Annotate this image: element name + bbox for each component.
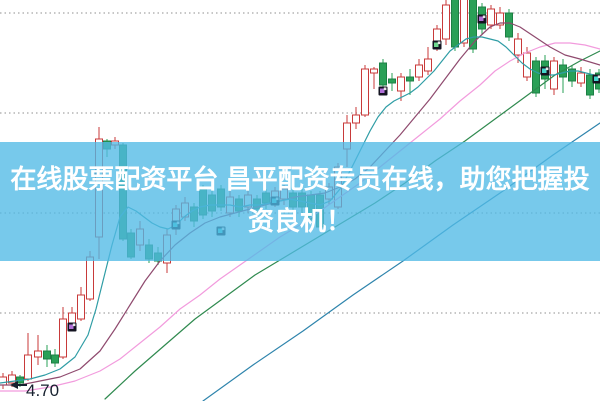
candle-down (532, 60, 540, 94)
candle-down (505, 12, 513, 38)
candle-up (415, 64, 423, 78)
candle-up (86, 256, 94, 300)
banner-text-line1: 在线股票配资平台 昌平配资专员在线，助您把握投 (10, 163, 590, 194)
candle-up (442, 4, 450, 40)
signal-marker-accent (542, 68, 547, 73)
signal-marker-dot (383, 87, 387, 91)
signal-marker-dot (597, 75, 600, 79)
candle-down (406, 76, 414, 82)
candle-up (460, 0, 468, 44)
candle-up (514, 38, 522, 56)
candle-up (352, 114, 360, 124)
candle-down (388, 78, 396, 84)
signal-marker-dot (437, 41, 441, 45)
candle-down (451, 0, 459, 48)
candle-up (496, 12, 504, 26)
signal-marker-accent (380, 88, 385, 93)
candle-down (469, 0, 477, 50)
price-arrow-icon (10, 381, 18, 389)
banner-text-line2: 资良机！ (247, 205, 352, 236)
candle-up (8, 374, 16, 384)
signal-marker-dot (545, 67, 549, 71)
candle-down (586, 74, 594, 96)
signal-marker-accent (434, 42, 439, 47)
candle-up (34, 350, 42, 358)
candle-down (379, 62, 387, 86)
candle-up (523, 52, 531, 78)
candle-up (361, 68, 369, 116)
signal-marker-dot (482, 15, 486, 19)
candle-up (487, 8, 495, 26)
candle-up (77, 294, 85, 320)
candle-up (24, 354, 32, 380)
candle-up (0, 376, 7, 386)
candle-up (59, 318, 67, 358)
promo-banner: 在线股票配资平台 昌平配资专员在线，助您把握投 资良机！ (0, 142, 600, 261)
candle-up (68, 312, 76, 324)
signal-marker-accent (479, 16, 484, 21)
price-label: 4.70 (26, 381, 59, 400)
candle-down (51, 354, 59, 364)
candle-down (43, 350, 51, 360)
candle-up (424, 58, 432, 72)
signal-marker-accent (69, 324, 74, 329)
candle-up (370, 68, 378, 74)
candle-up (397, 76, 405, 92)
candle-up (577, 72, 585, 84)
signal-marker-dot (72, 323, 76, 327)
signal-marker-accent (594, 76, 599, 81)
candle-down (568, 68, 576, 82)
